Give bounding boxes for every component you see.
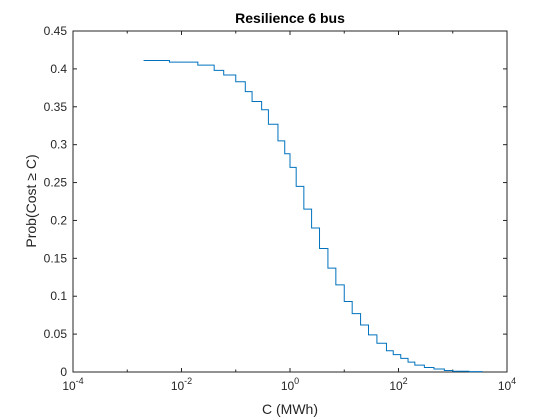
x-tick-label: 102 xyxy=(389,376,407,393)
y-tick-label: 0 xyxy=(60,365,67,379)
y-tick-label: 0.1 xyxy=(50,289,67,303)
y-tick-label: 0.35 xyxy=(44,100,68,114)
x-tick-label: 10-2 xyxy=(171,376,192,393)
plot-area xyxy=(72,30,508,373)
y-tick-label: 0.45 xyxy=(44,24,68,38)
x-tick-label: 100 xyxy=(281,376,299,393)
axis-ticks: 10-4 10-2 100 102 104 0 0.05 0.1 0.15 0.2 0.25 0.3 0… xyxy=(44,24,517,393)
x-axis-label: C (MWh) xyxy=(262,401,318,417)
data-lines xyxy=(143,60,483,373)
y-tick-label: 0.3 xyxy=(50,138,67,152)
x-tick-label: 104 xyxy=(498,376,516,393)
x-tick-label: 10-4 xyxy=(62,376,83,393)
y-tick-label: 0.15 xyxy=(44,251,68,265)
y-axis-label: Prob(Cost ≥ C) xyxy=(23,154,39,247)
series-line xyxy=(143,60,483,373)
chart-title: Resilience 6 bus xyxy=(235,10,345,26)
y-tick-label: 0.05 xyxy=(44,327,68,341)
y-tick-label: 0.2 xyxy=(50,213,67,227)
y-tick-label: 0.4 xyxy=(50,62,67,76)
y-tick-label: 0.25 xyxy=(44,176,68,190)
